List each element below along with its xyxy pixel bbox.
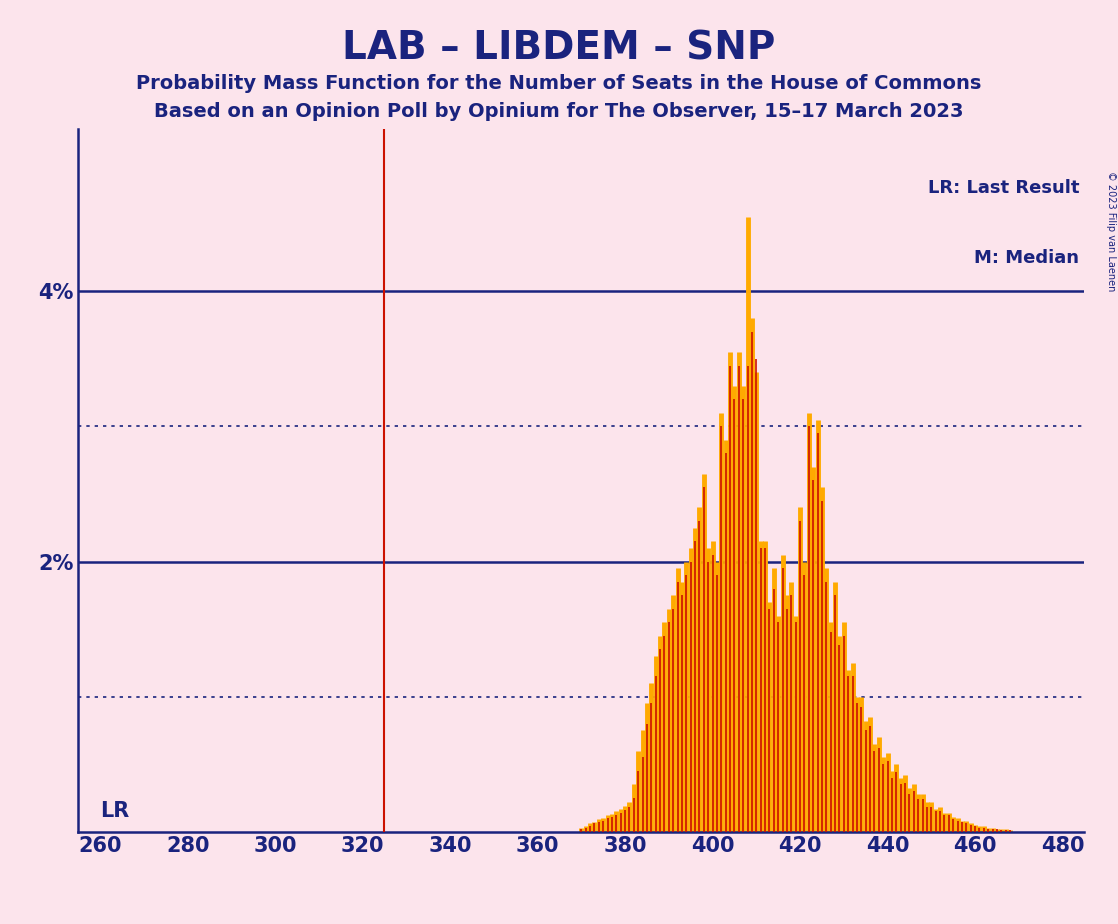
Text: LAB – LIBDEM – SNP: LAB – LIBDEM – SNP (342, 30, 776, 67)
Text: LR: LR (101, 801, 130, 821)
Text: © 2023 Filip van Laenen: © 2023 Filip van Laenen (1106, 171, 1116, 291)
Text: Based on an Opinion Poll by Opinium for The Observer, 15–17 March 2023: Based on an Opinion Poll by Opinium for … (154, 102, 964, 121)
Text: Probability Mass Function for the Number of Seats in the House of Commons: Probability Mass Function for the Number… (136, 74, 982, 93)
Text: LR: Last Result: LR: Last Result (928, 178, 1080, 197)
Text: M: Median: M: Median (975, 249, 1080, 267)
